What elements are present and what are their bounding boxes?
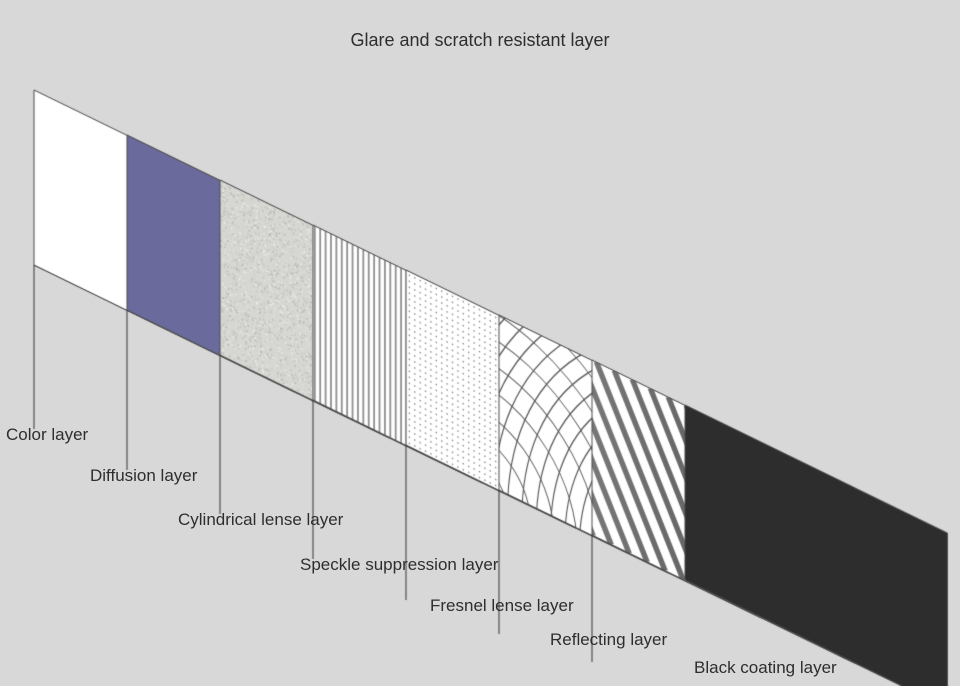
layer-label-1: Diffusion layer: [90, 466, 197, 486]
layer-label-4: Fresnel lense layer: [430, 596, 574, 616]
layer-label-5: Reflecting layer: [550, 630, 667, 650]
layer-label-0: Color layer: [6, 425, 88, 445]
layer-label-2: Cylindrical lense layer: [178, 510, 343, 530]
title: Glare and scratch resistant layer: [350, 30, 609, 51]
layer-label-3: Speckle suppression layer: [300, 555, 498, 575]
layer-label-6: Black coating layer: [694, 658, 837, 678]
layers-diagram: [0, 0, 960, 686]
